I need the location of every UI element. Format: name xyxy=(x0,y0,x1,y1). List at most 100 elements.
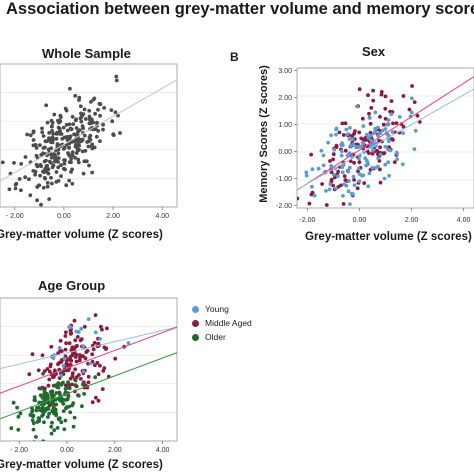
data-point xyxy=(74,375,79,380)
data-point xyxy=(365,162,370,167)
data-point xyxy=(81,171,86,176)
data-point xyxy=(50,181,54,186)
data-point xyxy=(57,346,62,350)
data-point xyxy=(36,368,41,373)
data-point xyxy=(90,118,94,122)
data-point xyxy=(39,202,43,207)
data-point xyxy=(69,156,74,161)
data-point xyxy=(93,111,97,116)
data-point xyxy=(68,410,73,415)
data-point xyxy=(75,335,80,339)
data-point xyxy=(82,324,87,329)
plot-panel-0: - 2.00 0.00 2.00 4.00 xyxy=(0,63,178,220)
data-point xyxy=(69,127,74,132)
data-point xyxy=(54,391,59,395)
data-point xyxy=(97,101,102,106)
data-point xyxy=(93,313,98,317)
data-point xyxy=(345,153,350,158)
data-point xyxy=(39,152,44,157)
data-point xyxy=(90,400,95,405)
data-point xyxy=(35,420,40,424)
data-point xyxy=(46,171,51,176)
data-point xyxy=(126,341,131,345)
data-point xyxy=(77,358,82,363)
data-point xyxy=(310,184,314,189)
data-point xyxy=(70,181,75,186)
data-point xyxy=(383,94,388,99)
data-point xyxy=(50,129,54,133)
data-point xyxy=(77,128,82,133)
data-point xyxy=(329,170,334,175)
data-point xyxy=(78,377,83,381)
data-point xyxy=(56,416,61,421)
data-point xyxy=(40,353,45,358)
data-point xyxy=(56,151,61,156)
data-point xyxy=(341,194,345,198)
data-point xyxy=(62,357,67,361)
data-point xyxy=(67,325,72,329)
data-point xyxy=(383,127,388,131)
data-point xyxy=(32,440,36,441)
data-point xyxy=(56,160,60,164)
data-point xyxy=(53,368,57,373)
data-point xyxy=(56,165,61,170)
points-group xyxy=(0,313,177,441)
data-point xyxy=(88,133,93,138)
data-point xyxy=(46,401,51,405)
data-point xyxy=(389,99,394,103)
data-point xyxy=(383,116,388,121)
points-group xyxy=(297,76,474,207)
y-tick-label: -2.00 xyxy=(276,203,292,210)
data-point xyxy=(79,326,84,331)
data-point xyxy=(56,156,61,161)
data-point xyxy=(93,375,98,380)
data-point xyxy=(49,175,53,180)
data-point xyxy=(355,186,360,191)
data-point xyxy=(347,165,352,170)
data-point xyxy=(50,136,55,140)
data-point xyxy=(68,332,73,336)
data-point xyxy=(74,126,79,130)
data-point xyxy=(43,408,47,413)
data-point xyxy=(82,133,87,138)
data-point xyxy=(379,92,384,97)
data-point xyxy=(86,144,91,149)
legend-label-older: Older xyxy=(205,332,226,342)
data-point xyxy=(348,144,353,148)
data-point xyxy=(44,103,49,108)
data-point xyxy=(49,208,53,212)
data-point xyxy=(51,375,55,380)
data-point xyxy=(347,179,351,183)
data-point xyxy=(99,324,103,329)
data-point xyxy=(58,338,63,343)
data-point xyxy=(16,427,21,432)
x-tick-label: - 2.00 xyxy=(6,213,24,220)
data-point xyxy=(35,164,40,169)
data-point xyxy=(377,138,381,143)
data-point xyxy=(31,143,36,148)
x-tick-label: - 2.00 xyxy=(10,447,28,454)
data-point xyxy=(54,136,59,141)
data-point xyxy=(59,420,64,425)
data-point xyxy=(386,118,391,122)
data-point xyxy=(321,163,326,168)
data-point xyxy=(378,180,383,185)
data-point xyxy=(45,181,50,185)
data-point xyxy=(45,392,49,396)
data-point xyxy=(49,155,54,160)
data-point xyxy=(86,317,91,321)
data-point xyxy=(304,173,309,178)
data-point xyxy=(72,132,76,137)
data-point xyxy=(63,387,68,391)
data-point xyxy=(351,174,356,179)
data-point xyxy=(366,184,371,189)
data-point xyxy=(321,153,326,158)
data-point xyxy=(383,106,388,111)
data-point xyxy=(70,153,75,158)
data-point xyxy=(87,108,92,113)
data-point xyxy=(86,374,91,379)
data-point xyxy=(357,172,362,177)
fit-line xyxy=(297,76,474,191)
data-point xyxy=(50,120,55,125)
data-point xyxy=(76,157,81,162)
